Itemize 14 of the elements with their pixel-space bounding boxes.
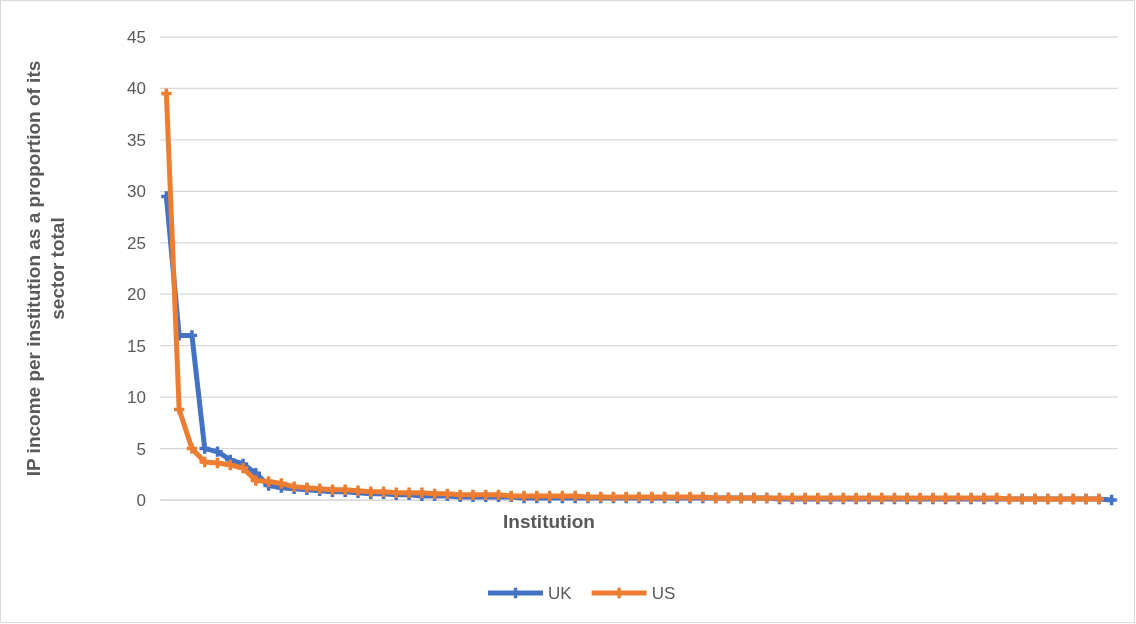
y-tick-label: 10 bbox=[127, 388, 146, 408]
x-axis-title: Institution bbox=[503, 511, 595, 532]
y-tick-label: 40 bbox=[127, 79, 146, 99]
y-tick-label: 20 bbox=[127, 285, 146, 305]
legend-label: US bbox=[651, 584, 676, 603]
y-tick-label: 45 bbox=[127, 27, 146, 47]
y-tick-label: 15 bbox=[127, 336, 146, 356]
y-tick-label: 25 bbox=[127, 233, 146, 253]
y-tick-label: 30 bbox=[127, 182, 146, 202]
y-axis-title: IP income per institution as a proportion of its sector total bbox=[23, 60, 68, 477]
y-tick-label: 5 bbox=[136, 439, 146, 459]
legend-label: UK bbox=[548, 584, 573, 603]
y-tick-label: 35 bbox=[127, 130, 146, 150]
y-tick-label: 0 bbox=[136, 490, 146, 510]
